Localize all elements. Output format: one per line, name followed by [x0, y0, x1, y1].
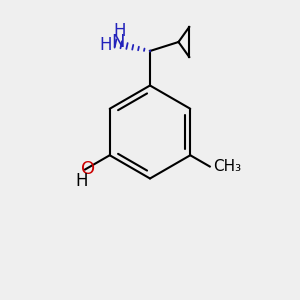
Text: H: H [75, 172, 88, 190]
Text: H: H [100, 36, 112, 54]
Text: N: N [111, 33, 125, 51]
Text: O: O [81, 160, 95, 178]
Text: CH₃: CH₃ [213, 159, 242, 174]
Text: H: H [114, 22, 126, 40]
